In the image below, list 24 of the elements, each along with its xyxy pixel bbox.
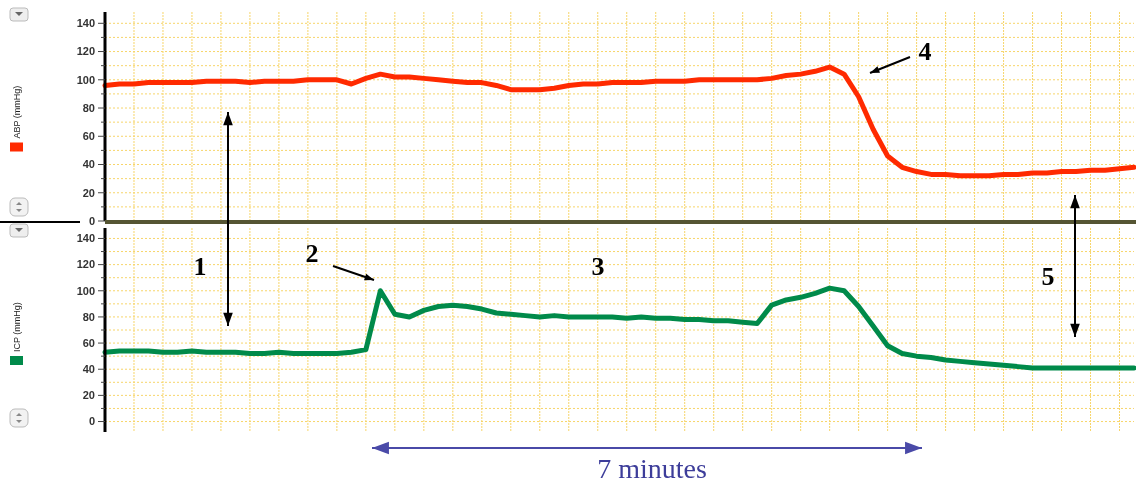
y-tick-label: 120: [76, 45, 95, 58]
y-tick-label: 80: [82, 101, 95, 114]
annotation: 2: [305, 239, 319, 268]
y-tick-label: 140: [76, 17, 95, 30]
y-tick-label: 60: [82, 130, 95, 143]
y-tick-label: 40: [82, 363, 95, 376]
text: ABP (mmHg): [12, 85, 22, 139]
y-tick-label: 80: [82, 310, 95, 323]
y-tick-label: 0: [88, 415, 95, 428]
annotation: 1: [193, 252, 207, 281]
text: ICP (mmHg): [12, 302, 22, 352]
y-tick-label: 60: [82, 336, 95, 349]
y-tick-label: 20: [82, 186, 95, 199]
y-tick-label: 120: [76, 258, 95, 271]
annotation: 5: [1041, 262, 1055, 291]
y-tick-label: 0: [88, 214, 95, 227]
text: 7 minutes: [597, 453, 707, 484]
y-tick-label: 20: [82, 389, 95, 402]
y-tick-label: 100: [76, 73, 95, 86]
annotation: 4: [918, 37, 932, 66]
y-tick-label: 140: [76, 232, 95, 245]
y-tick-label: 40: [82, 158, 95, 171]
y-tick-label: 100: [76, 284, 95, 297]
annotation: 3: [591, 252, 605, 281]
